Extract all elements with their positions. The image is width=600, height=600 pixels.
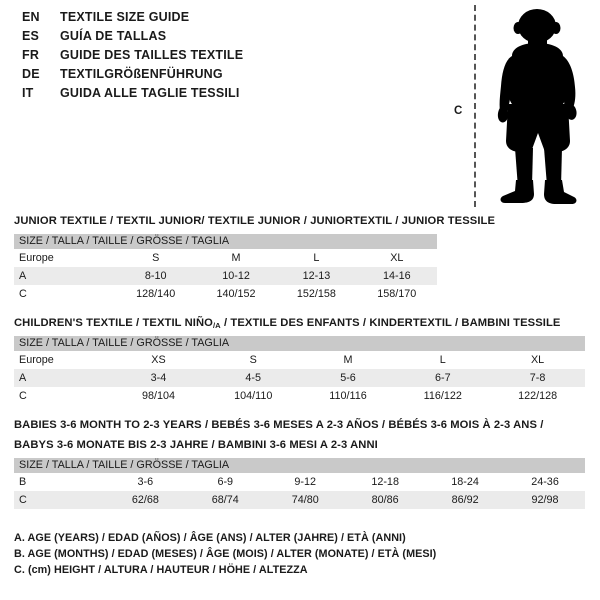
cell: 128/140 [136,288,176,300]
cell: 12-18 [371,476,399,488]
table-row: Europe XS S M L XL [14,351,585,369]
table-row: A 8-10 10-12 12-13 14-16 [14,267,437,285]
cell: S [249,354,257,366]
cell: 122/128 [518,390,558,402]
section-title-junior: JUNIOR TEXTILE / TEXTIL JUNIOR/ TEXTILE … [14,215,496,227]
section-title-children-sub: /A [212,321,221,330]
cell: XL [530,354,545,366]
row-label: A [14,369,112,387]
size-table-junior: SIZE / TALLA / TAILLE / GRÖSSE / TAGLIA … [14,234,437,303]
row-label: B [19,476,27,488]
cell: 140/152 [216,288,256,300]
row-label: C [19,390,27,402]
cell: L [439,354,446,366]
cell: XS [151,354,166,366]
cell: 152/158 [296,288,336,300]
cell: 5-6 [300,369,396,387]
table-row: C 98/104 104/110 110/116 116/122 122/128 [14,387,585,405]
section-title-children-post: / TEXTILE DES ENFANTS / KINDERTEXTIL / B… [220,317,561,329]
language-row: FR GUIDE DES TAILLES TEXTILE [22,48,243,67]
legend-block: A. AGE (YEARS) / EDAD (AÑOS) / ÂGE (ANS)… [14,530,436,578]
band-label-children: SIZE / TALLA / TAILLE / GRÖSSE / TAGLIA [14,336,585,351]
cell: 7-8 [490,369,585,387]
section-title-children-pre: CHILDREN'S TEXTILE / TEXTIL NIÑO [14,317,213,329]
language-title-es: GUÍA DE TALLAS [60,29,167,43]
language-title-fr: GUIDE DES TAILLES TEXTILE [60,48,244,62]
language-code-en: EN [22,10,40,24]
language-code-es: ES [22,29,40,43]
cell: 116/122 [423,390,462,402]
row-label: C [14,491,106,509]
language-code-fr: FR [22,48,40,62]
cell: 3-6 [137,476,154,488]
cell: L [313,252,320,264]
language-title-it: GUIDA ALLE TAGLIE TESSILI [60,86,240,100]
cell: 98/104 [141,390,175,402]
cell: M [343,354,353,366]
language-code-de: DE [22,67,40,81]
language-row: ES GUÍA DE TALLAS [22,29,243,48]
table-band-row: SIZE / TALLA / TAILLE / GRÖSSE / TAGLIA [14,234,437,249]
section-title-children: CHILDREN'S TEXTILE / TEXTIL NIÑO/A / TEX… [14,316,585,331]
legend-item-b: B. AGE (MONTHS) / EDAD (MESES) / ÂGE (MO… [14,548,437,560]
legend-item-c: C. (cm) HEIGHT / ALTURA / HAUTEUR / HÖHE… [14,564,308,576]
cell: 62/68 [105,491,186,509]
cell: XL [390,252,404,264]
section-children: CHILDREN'S TEXTILE / TEXTIL NIÑO/A / TEX… [14,316,585,405]
height-measure-illustration: C [440,0,600,215]
row-label: Europe [19,354,54,366]
cell: 80/86 [345,491,426,509]
size-table-children: SIZE / TALLA / TAILLE / GRÖSSE / TAGLIA … [14,336,585,405]
cell: S [152,252,160,264]
cell: 68/74 [185,491,266,509]
cell: 6-7 [395,369,491,387]
height-dashed-line [474,5,476,207]
cell: 10-12 [195,267,277,285]
cell: 92/98 [505,491,585,509]
toddler-silhouette-icon [497,9,577,204]
cell: 74/80 [265,491,346,509]
row-label: C [19,288,27,300]
cell: 104/110 [234,390,273,402]
table-band-row: SIZE / TALLA / TAILLE / GRÖSSE / TAGLIA [14,458,585,473]
cell: 14-16 [356,267,437,285]
cell: 18-24 [451,476,479,488]
band-label-junior: SIZE / TALLA / TAILLE / GRÖSSE / TAGLIA [14,234,437,249]
table-band-row: SIZE / TALLA / TAILLE / GRÖSSE / TAGLIA [14,336,585,351]
table-row: B 3-6 6-9 9-12 12-18 18-24 24-36 [14,473,585,491]
cell: 86/92 [425,491,506,509]
cell: M [231,252,241,264]
cell: 24-36 [531,476,559,488]
language-title-en: TEXTILE SIZE GUIDE [60,10,190,24]
language-row: IT GUIDA ALLE TAGLIE TESSILI [22,86,243,105]
cell: 6-9 [217,476,234,488]
section-babies: BABIES 3-6 MONTH TO 2-3 YEARS / BEBÉS 3-… [14,418,585,509]
section-title-babies-line1: BABIES 3-6 MONTH TO 2-3 YEARS / BEBÉS 3-… [14,419,544,431]
table-row: C 128/140 140/152 152/158 158/170 [14,285,437,303]
language-row: EN TEXTILE SIZE GUIDE [22,10,243,29]
section-title-babies-line2: BABYS 3-6 MONATE BIS 2-3 JAHRE / BAMBINI… [14,439,378,451]
cell: 110/116 [329,390,367,402]
band-label-babies: SIZE / TALLA / TAILLE / GRÖSSE / TAGLIA [14,458,585,473]
language-title-list: EN TEXTILE SIZE GUIDE ES GUÍA DE TALLAS … [22,10,243,105]
language-title-de: TEXTILGRÖßENFÜHRUNG [60,67,223,81]
cell: 4-5 [205,369,301,387]
cell: 12-13 [276,267,357,285]
cell: 8-10 [115,267,196,285]
table-row: A 3-4 4-5 5-6 6-7 7-8 [14,369,585,387]
cell: 9-12 [294,476,317,488]
table-row: Europe S M L XL [14,249,437,267]
table-row: C 62/68 68/74 74/80 80/86 86/92 92/98 [14,491,585,509]
row-label: A [14,267,116,285]
height-measure-label: C [454,105,463,117]
section-junior: JUNIOR TEXTILE / TEXTIL JUNIOR/ TEXTILE … [14,214,496,303]
legend-item-a: A. AGE (YEARS) / EDAD (AÑOS) / ÂGE (ANS)… [14,532,406,544]
cell: 158/170 [377,288,417,300]
language-row: DE TEXTILGRÖßENFÜHRUNG [22,67,243,86]
size-table-babies: SIZE / TALLA / TAILLE / GRÖSSE / TAGLIA … [14,458,585,509]
row-label: Europe [19,252,54,264]
language-code-it: IT [22,86,34,100]
cell: 3-4 [111,369,206,387]
